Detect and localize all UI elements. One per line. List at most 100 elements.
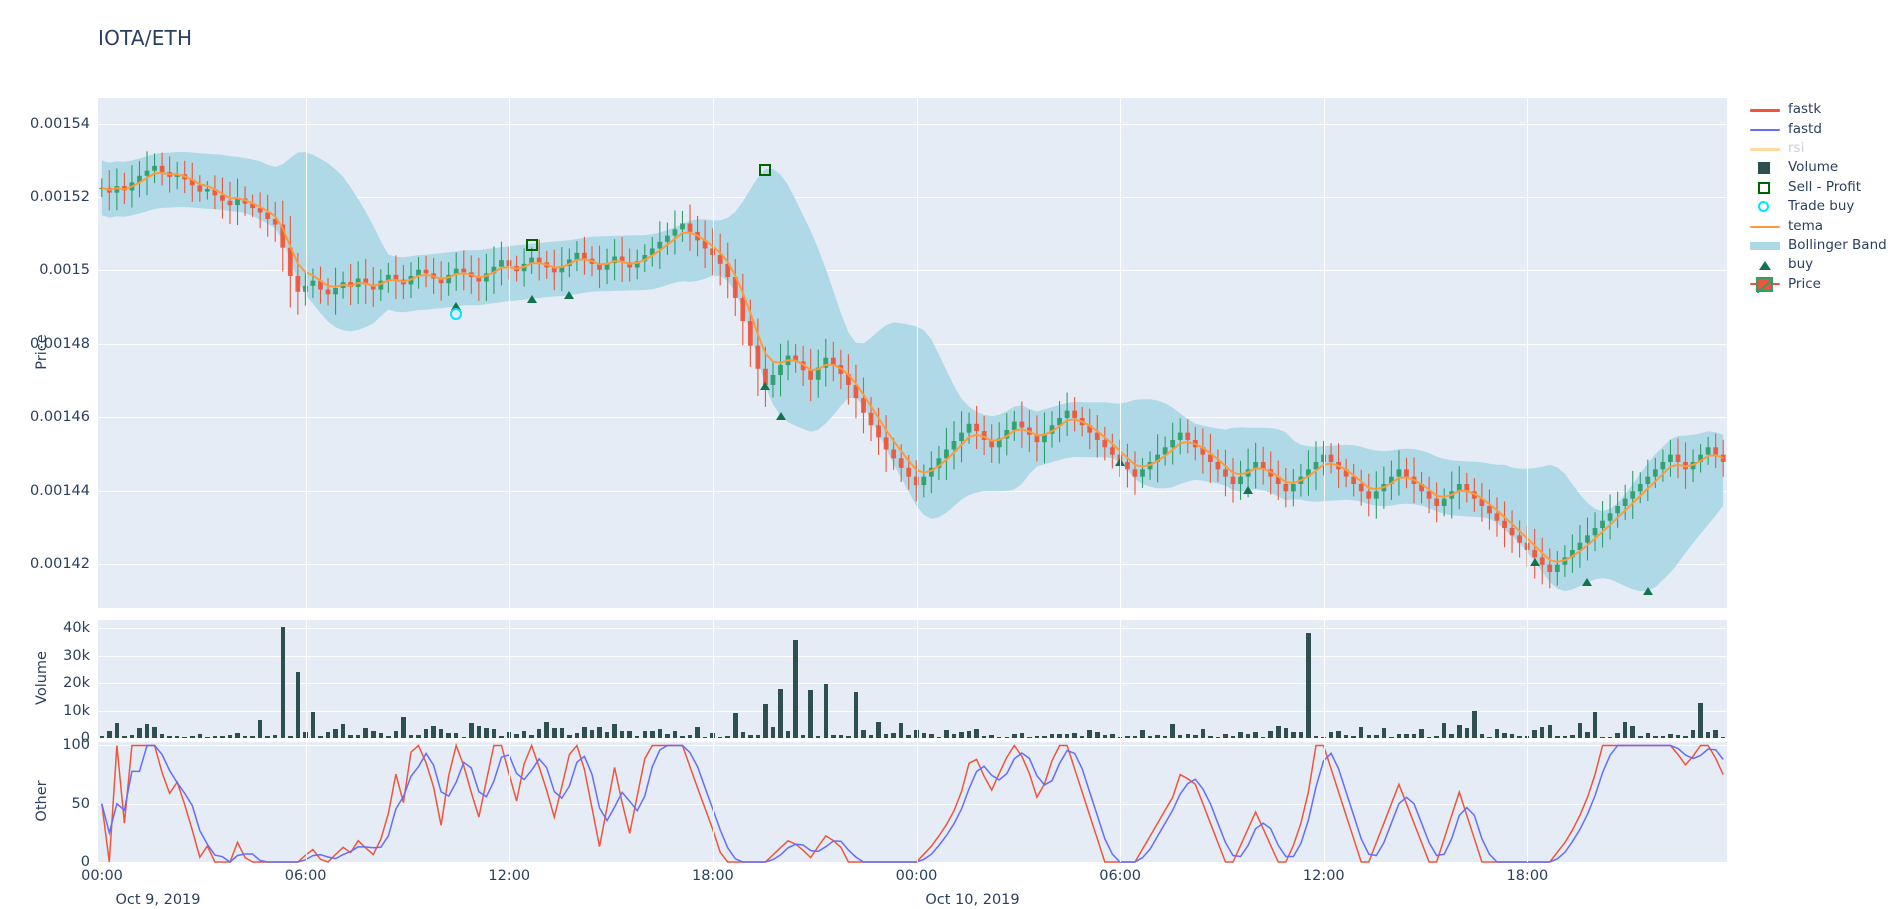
volume-bar — [808, 689, 813, 738]
volume-bar — [521, 731, 527, 738]
volume-bar — [1072, 732, 1077, 738]
volume-bar — [1698, 703, 1703, 738]
legend-item-fastk[interactable]: fastk — [1748, 100, 1888, 119]
sell-profit-marker[interactable] — [525, 238, 538, 251]
legend-item-label: rsi — [1788, 139, 1805, 156]
volume-bar — [1615, 732, 1620, 738]
volume-bar — [355, 734, 361, 738]
trade-buy-marker[interactable] — [450, 308, 463, 321]
volume-bar — [1132, 735, 1138, 738]
legend-item-volume[interactable]: Volume — [1748, 158, 1888, 177]
legend-item-trade-buy[interactable]: Trade buy — [1748, 197, 1888, 216]
volume-bar — [1087, 729, 1092, 738]
legend-item-rsi[interactable]: rsi — [1748, 139, 1888, 158]
volume-bar — [1268, 730, 1273, 738]
volume-bar — [619, 731, 625, 738]
volume-bar — [1713, 729, 1718, 738]
legend-item-label: Price — [1788, 275, 1821, 292]
volume-bar — [582, 726, 587, 738]
legend[interactable]: fastk fastd rsi Volume Sell - Profit Trade bu… — [1748, 100, 1888, 294]
other-plot-area[interactable] — [98, 742, 1727, 863]
line-icon — [1748, 139, 1782, 158]
volume-bar — [1336, 730, 1341, 738]
volume-bar — [1298, 731, 1304, 738]
y-axis-tick-label: 10k — [63, 702, 90, 719]
volume-bar — [288, 735, 293, 738]
volume-bar — [1208, 735, 1213, 738]
volume-bar — [642, 730, 648, 738]
legend-item-tema[interactable]: tema — [1748, 216, 1888, 235]
volume-bar — [1457, 724, 1462, 738]
volume-bar — [1283, 728, 1289, 738]
legend-item-label: fastk — [1788, 101, 1822, 118]
gridline — [1323, 620, 1325, 738]
volume-bar — [1464, 728, 1470, 738]
volume-bar — [1675, 734, 1681, 738]
legend-item-bollinger-band[interactable]: Bollinger Band — [1748, 236, 1888, 255]
volume-bar — [1539, 727, 1545, 738]
y-axis-tick-label: 0.00146 — [30, 409, 90, 426]
volume-bar — [227, 734, 233, 738]
volume-bar — [1494, 728, 1500, 738]
fastd-line — [101, 744, 1724, 863]
volume-bar — [1426, 736, 1432, 738]
gridline — [98, 123, 1727, 125]
gridline — [98, 683, 1727, 685]
volume-bar — [1200, 729, 1206, 738]
gridline — [916, 620, 918, 738]
volume-bar — [853, 691, 859, 738]
volume-bar — [1276, 725, 1281, 738]
y-axis-tick-label: 0.00142 — [30, 555, 90, 572]
sell-profit-marker[interactable] — [759, 164, 772, 177]
x-axis-date-label: Oct 10, 2019 — [925, 892, 1020, 908]
buy-marker[interactable] — [451, 302, 462, 311]
buy-marker[interactable] — [1642, 586, 1653, 595]
volume-bar — [559, 727, 565, 738]
volume-bar — [770, 726, 776, 738]
buy-marker[interactable] — [775, 411, 786, 420]
legend-item-price[interactable]: Price — [1748, 275, 1888, 294]
x-axis-tick-label: 18:00 — [1506, 868, 1549, 884]
volume-bar — [604, 732, 610, 738]
volume-bar — [1396, 733, 1402, 738]
volume-bar — [1607, 736, 1613, 738]
volume-bar — [1177, 735, 1183, 738]
volume-bar — [1343, 734, 1349, 738]
buy-marker[interactable] — [526, 294, 537, 303]
volume-bar — [1079, 736, 1085, 738]
buy-marker[interactable] — [1114, 457, 1125, 466]
volume-bar — [1479, 734, 1485, 738]
volume-bar — [740, 732, 746, 738]
volume-bar — [846, 735, 851, 738]
band-icon — [1748, 236, 1782, 255]
buy-marker[interactable] — [760, 382, 771, 391]
volume-bar — [506, 731, 512, 738]
fastk-line — [101, 742, 1724, 863]
volume-bar — [1027, 736, 1032, 738]
volume-bar — [476, 725, 482, 738]
volume-bar — [1389, 736, 1394, 738]
volume-bar — [1555, 736, 1560, 738]
price-plot-area[interactable] — [98, 98, 1727, 608]
volume-bar — [1358, 727, 1364, 738]
legend-item-fastd[interactable]: fastd — [1748, 119, 1888, 138]
volume-bar — [325, 732, 331, 738]
volume-plot-area[interactable] — [98, 620, 1727, 739]
legend-item-buy[interactable]: buy — [1748, 255, 1888, 274]
line-icon — [1748, 217, 1782, 236]
buy-marker[interactable] — [564, 291, 575, 300]
gridline — [712, 620, 714, 738]
legend-item-sell-profit[interactable]: Sell - Profit — [1748, 178, 1888, 197]
buy-marker[interactable] — [1529, 557, 1540, 566]
volume-bar — [1095, 732, 1100, 738]
volume-bar — [1034, 736, 1040, 738]
volume-bar — [1162, 735, 1168, 738]
volume-bar — [1585, 731, 1590, 738]
buy-marker[interactable] — [1582, 578, 1593, 587]
volume-bar — [1690, 730, 1696, 738]
volume-bar — [295, 671, 301, 738]
volume-bar — [272, 734, 278, 738]
buy-marker[interactable] — [1243, 486, 1254, 495]
square-icon — [1748, 158, 1782, 177]
volume-bar — [898, 722, 904, 738]
